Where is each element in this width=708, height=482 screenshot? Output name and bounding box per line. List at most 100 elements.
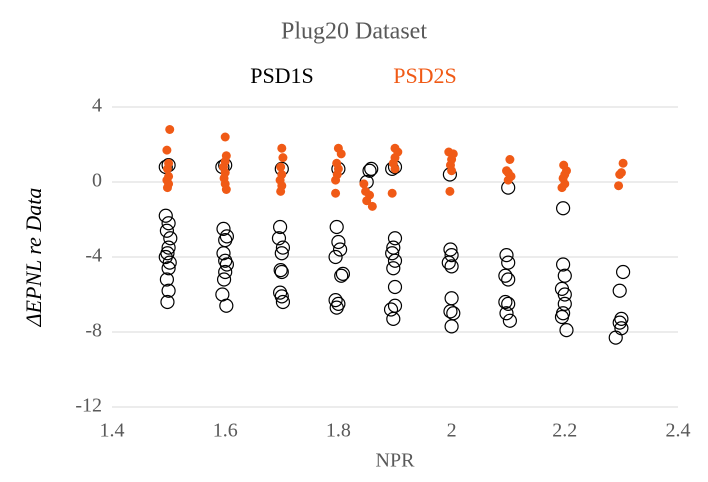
point	[557, 183, 567, 193]
x-tick-label: 1.8	[326, 420, 351, 442]
x-tick-label: 2	[447, 420, 457, 442]
point	[218, 264, 233, 280]
point	[359, 179, 369, 189]
point	[161, 240, 176, 255]
point	[556, 201, 571, 216]
point	[220, 132, 230, 142]
y-tick-label: -12	[75, 395, 102, 417]
point	[618, 158, 628, 168]
point	[386, 261, 401, 276]
point	[387, 231, 403, 246]
point	[216, 221, 231, 236]
point	[499, 248, 514, 263]
point	[219, 298, 234, 313]
point	[387, 298, 403, 313]
y-tick-label: 4	[92, 95, 102, 117]
point	[385, 246, 400, 261]
point	[163, 231, 178, 246]
point	[158, 208, 173, 223]
point	[557, 287, 572, 302]
point	[335, 266, 351, 281]
point	[444, 248, 459, 263]
point	[559, 323, 574, 338]
point	[503, 175, 513, 185]
point	[275, 240, 291, 255]
legend-label: PSD1S	[250, 63, 314, 88]
point	[364, 161, 379, 176]
point	[612, 283, 627, 298]
point	[278, 153, 288, 163]
point	[502, 313, 517, 328]
point	[362, 163, 377, 178]
chart-title: Plug20 Dataset	[281, 19, 427, 45]
point	[331, 234, 346, 250]
point	[271, 231, 287, 246]
point	[447, 166, 457, 176]
point	[445, 186, 455, 196]
point	[367, 201, 377, 211]
point	[274, 246, 289, 261]
legend-label: PSD2S	[393, 63, 457, 88]
point	[499, 306, 514, 321]
point	[161, 261, 176, 276]
point	[273, 219, 288, 235]
point	[334, 268, 349, 283]
y-tick-label: 0	[92, 170, 102, 192]
point	[361, 186, 371, 196]
y-tick-label: -4	[85, 245, 102, 267]
point	[277, 143, 287, 153]
x-tick-label: 1.4	[100, 420, 125, 442]
point	[505, 155, 515, 164]
point	[331, 175, 341, 185]
point	[274, 264, 289, 280]
point	[443, 304, 458, 319]
point	[615, 170, 625, 179]
point	[387, 188, 397, 198]
point	[614, 181, 624, 191]
point	[273, 263, 288, 278]
point	[444, 319, 459, 334]
point	[383, 302, 399, 317]
point	[554, 309, 570, 325]
point	[387, 279, 403, 295]
point	[556, 257, 571, 272]
point	[336, 149, 346, 159]
point	[276, 186, 286, 196]
point	[557, 296, 572, 311]
point	[498, 268, 513, 283]
point	[501, 255, 516, 270]
point	[329, 300, 344, 315]
point	[161, 283, 176, 298]
point	[159, 272, 175, 287]
point	[276, 162, 286, 172]
y-axis-label: ΔEPNL re Data	[21, 188, 46, 328]
point	[159, 223, 175, 238]
x-axis-label: NPR	[376, 450, 416, 472]
point	[362, 196, 372, 206]
point	[160, 294, 175, 310]
point	[608, 330, 623, 345]
point	[390, 164, 400, 174]
point	[444, 259, 459, 274]
point	[161, 216, 176, 231]
point	[221, 185, 231, 194]
point	[216, 272, 232, 287]
point	[162, 183, 172, 193]
x-tick-label: 1.6	[213, 420, 238, 442]
point	[162, 255, 177, 270]
point	[328, 293, 343, 308]
point	[219, 257, 234, 272]
point	[387, 253, 403, 268]
point	[165, 125, 175, 134]
point	[498, 294, 513, 310]
x-tick-label: 2.2	[552, 420, 577, 442]
y-tick-label: -8	[85, 320, 102, 342]
point	[444, 291, 459, 306]
point	[328, 249, 343, 265]
point	[162, 145, 172, 155]
point	[275, 294, 291, 310]
point	[216, 246, 231, 261]
point	[441, 255, 456, 270]
point	[329, 219, 344, 235]
